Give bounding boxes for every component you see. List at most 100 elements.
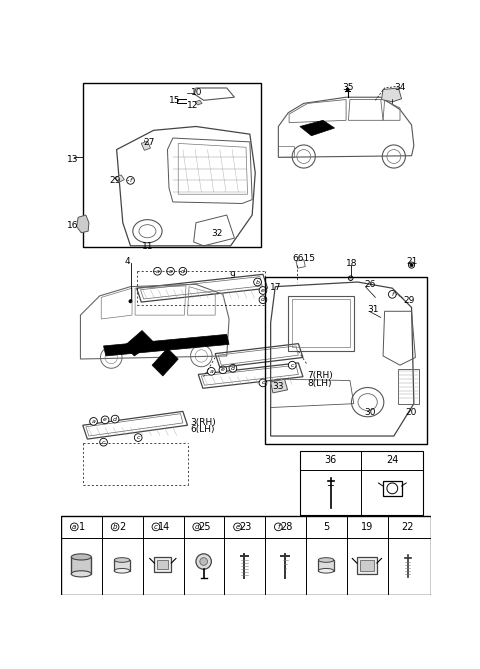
Text: 34: 34 bbox=[394, 82, 405, 92]
Text: 2: 2 bbox=[120, 522, 126, 532]
Ellipse shape bbox=[114, 558, 130, 563]
Text: 11: 11 bbox=[142, 242, 153, 251]
Text: b: b bbox=[255, 280, 260, 284]
Text: d: d bbox=[261, 297, 265, 302]
Bar bbox=[278, 146, 294, 157]
Text: 16: 16 bbox=[67, 221, 78, 230]
Text: d: d bbox=[194, 524, 199, 530]
Polygon shape bbox=[124, 330, 154, 356]
Bar bbox=[288, 296, 354, 351]
Circle shape bbox=[259, 286, 267, 294]
Text: c: c bbox=[290, 363, 294, 368]
Text: 17: 17 bbox=[270, 283, 281, 292]
Polygon shape bbox=[152, 349, 178, 376]
Polygon shape bbox=[114, 560, 130, 571]
Text: 9: 9 bbox=[229, 271, 235, 280]
Bar bbox=[300, 452, 423, 514]
Bar bbox=[157, 560, 168, 569]
Polygon shape bbox=[195, 100, 202, 105]
Text: 18: 18 bbox=[346, 259, 358, 268]
Text: c: c bbox=[102, 440, 105, 445]
Ellipse shape bbox=[318, 569, 334, 573]
Circle shape bbox=[167, 268, 174, 275]
Text: 22: 22 bbox=[401, 522, 414, 532]
Circle shape bbox=[111, 523, 119, 531]
Text: e: e bbox=[221, 367, 225, 373]
Text: 26: 26 bbox=[365, 280, 376, 290]
Text: 27: 27 bbox=[144, 138, 155, 147]
Text: 31: 31 bbox=[368, 305, 379, 314]
Text: 24: 24 bbox=[386, 456, 398, 465]
Text: a: a bbox=[72, 524, 76, 530]
Circle shape bbox=[152, 523, 160, 531]
Bar bbox=[383, 481, 402, 496]
Bar bbox=[398, 369, 419, 403]
Ellipse shape bbox=[318, 558, 334, 563]
Polygon shape bbox=[71, 557, 91, 574]
Bar bbox=[360, 560, 374, 571]
Circle shape bbox=[111, 415, 119, 423]
Circle shape bbox=[127, 177, 134, 184]
Text: e: e bbox=[261, 288, 265, 293]
Text: 5: 5 bbox=[323, 522, 329, 532]
Text: d: d bbox=[113, 417, 117, 421]
Ellipse shape bbox=[114, 569, 130, 573]
Text: e: e bbox=[235, 524, 240, 530]
Circle shape bbox=[193, 523, 201, 531]
Circle shape bbox=[288, 361, 296, 369]
Circle shape bbox=[207, 367, 215, 375]
Text: c: c bbox=[261, 381, 264, 385]
Text: 4: 4 bbox=[124, 258, 130, 266]
Text: a: a bbox=[156, 269, 159, 274]
Text: 14: 14 bbox=[157, 522, 170, 532]
Circle shape bbox=[154, 268, 161, 275]
Text: 20: 20 bbox=[406, 408, 417, 417]
Text: 19: 19 bbox=[361, 522, 373, 532]
Text: 7(RH): 7(RH) bbox=[308, 371, 333, 381]
Polygon shape bbox=[115, 175, 124, 183]
Text: 36: 36 bbox=[324, 456, 337, 465]
Circle shape bbox=[134, 434, 142, 442]
Text: 12: 12 bbox=[187, 101, 198, 110]
Bar bbox=[61, 516, 431, 595]
Circle shape bbox=[388, 290, 396, 298]
Circle shape bbox=[129, 300, 132, 303]
Text: f: f bbox=[130, 178, 132, 183]
Text: 8(LH): 8(LH) bbox=[308, 379, 332, 388]
Text: d: d bbox=[231, 366, 235, 371]
Text: 30: 30 bbox=[365, 408, 376, 417]
Polygon shape bbox=[77, 215, 89, 233]
Circle shape bbox=[254, 278, 262, 286]
Circle shape bbox=[346, 88, 349, 91]
Circle shape bbox=[259, 296, 267, 304]
Bar bbox=[155, 557, 171, 572]
Text: b: b bbox=[113, 524, 117, 530]
Text: f: f bbox=[391, 292, 394, 297]
Text: 32: 32 bbox=[211, 229, 223, 238]
Text: 3(RH): 3(RH) bbox=[191, 417, 216, 427]
Bar bbox=[292, 299, 350, 347]
Circle shape bbox=[229, 365, 237, 372]
Bar bbox=[357, 557, 377, 574]
Circle shape bbox=[410, 264, 413, 267]
Text: a: a bbox=[209, 369, 213, 374]
Circle shape bbox=[101, 416, 109, 423]
Ellipse shape bbox=[71, 554, 91, 560]
Text: 1: 1 bbox=[79, 522, 85, 532]
Polygon shape bbox=[104, 334, 229, 356]
Circle shape bbox=[259, 379, 267, 387]
Circle shape bbox=[100, 438, 108, 446]
Circle shape bbox=[219, 366, 227, 374]
Circle shape bbox=[408, 262, 415, 268]
Text: d: d bbox=[181, 269, 185, 274]
Text: 15: 15 bbox=[169, 96, 180, 104]
Text: c: c bbox=[136, 435, 140, 440]
Text: 6(LH): 6(LH) bbox=[191, 425, 215, 434]
Text: 10: 10 bbox=[191, 88, 202, 97]
Text: 13: 13 bbox=[67, 155, 78, 164]
Text: 28: 28 bbox=[280, 522, 292, 532]
Text: 6615: 6615 bbox=[292, 254, 315, 264]
Polygon shape bbox=[382, 88, 402, 102]
Ellipse shape bbox=[71, 571, 91, 577]
Text: f: f bbox=[277, 524, 279, 530]
